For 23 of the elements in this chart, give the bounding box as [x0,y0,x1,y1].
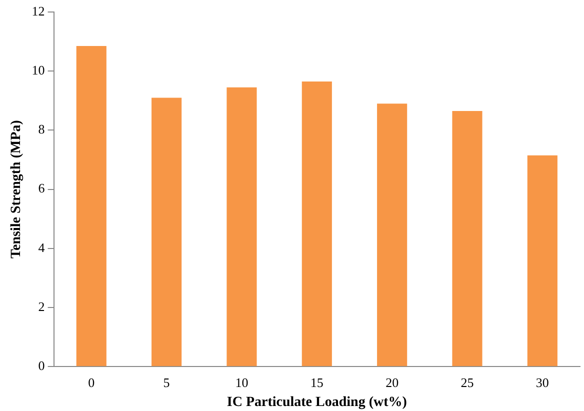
bar [226,87,257,366]
bar [76,46,106,366]
y-tick-label: 2 [38,298,45,314]
bar [377,104,408,366]
bar [302,81,332,366]
bar [152,98,182,366]
x-tick-label: 0 [88,374,95,390]
x-axis-title: IC Particulate Loading (wt%) [226,395,408,410]
y-tick-label: 12 [32,3,45,18]
y-tick-label: 10 [32,62,45,78]
y-tick-label: 8 [38,122,45,137]
x-tick-label: 20 [386,374,399,390]
bar [527,155,558,366]
y-tick-label: 0 [38,358,45,374]
x-tick-label: 30 [536,374,549,390]
x-tick-label: 15 [310,374,324,390]
y-tick-label: 6 [38,180,46,196]
y-tick-label: 4 [38,240,46,255]
x-tick-label: 5 [163,374,170,390]
x-tick-label: 25 [460,374,474,390]
bar [452,110,482,366]
x-tick-label: 10 [235,374,248,390]
y-axis-title: Tensile Strength (MPa) [9,120,24,259]
